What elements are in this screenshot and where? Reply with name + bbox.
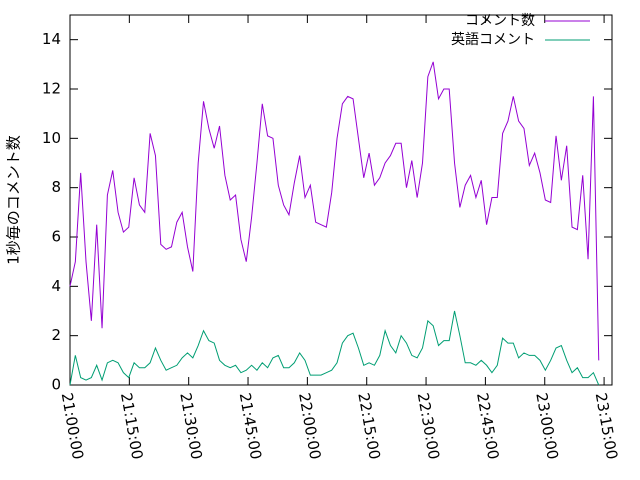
y-tick-label: 2	[51, 326, 61, 344]
y-tick-label: 4	[51, 277, 61, 295]
x-tick-label: 22:00:00	[295, 391, 324, 460]
x-tick-label: 22:30:00	[414, 391, 443, 460]
x-tick-label: 23:00:00	[532, 391, 561, 460]
x-tick-label: 22:45:00	[473, 391, 502, 460]
x-tick-label: 21:15:00	[117, 391, 146, 460]
y-tick-label: 6	[51, 228, 61, 246]
legend-label: コメント数	[465, 13, 535, 29]
x-tick-label: 21:00:00	[58, 391, 87, 460]
y-axis-label: 1秒毎のコメント数	[5, 135, 23, 265]
x-tick-label: 21:45:00	[236, 391, 265, 460]
series-line	[69, 61, 600, 361]
y-tick-label: 10	[42, 129, 61, 147]
x-tick-label: 21:30:00	[176, 391, 205, 460]
y-tick-label: 8	[51, 178, 61, 196]
x-tick-label: 22:15:00	[354, 391, 383, 460]
plot-border	[69, 14, 613, 386]
x-tick-label: 23:15:00	[592, 391, 621, 460]
y-tick-label: 12	[42, 80, 61, 98]
legend-label: 英語コメント	[451, 31, 535, 48]
series-line	[69, 310, 600, 386]
y-tick-label: 0	[51, 376, 61, 394]
y-tick-label: 14	[42, 30, 61, 48]
